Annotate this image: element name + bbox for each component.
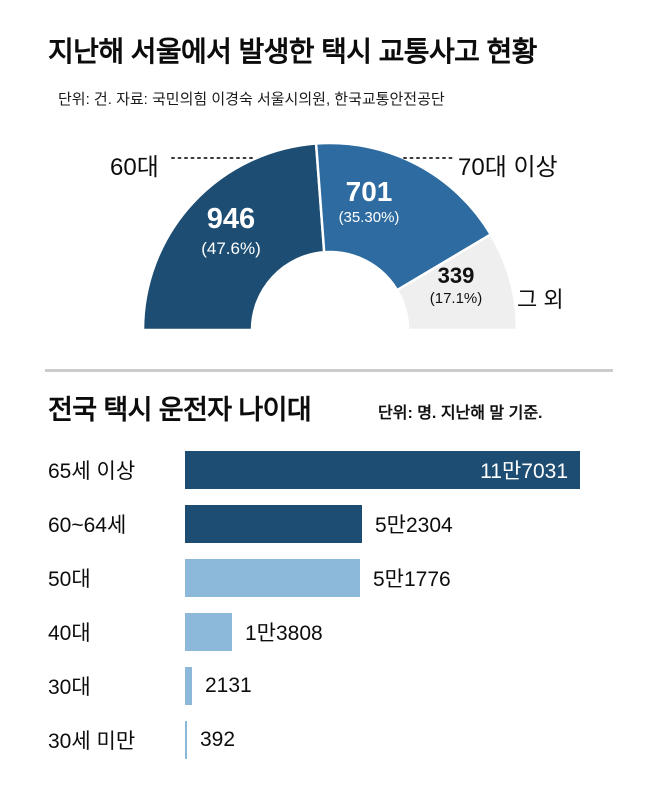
slice-label-60s: 60대 [110, 154, 159, 181]
bar-value-label: 5만2304 [375, 514, 453, 537]
bar-value-label: 392 [200, 728, 236, 751]
section-divider [45, 369, 613, 372]
bar [185, 667, 192, 705]
donut-slice-60s [141, 142, 326, 332]
bottom-chart-title: 전국 택시 운전자 나이대 [48, 395, 312, 425]
bar-category-label: 60~64세 [48, 514, 127, 537]
bar-category-label: 40대 [48, 622, 91, 645]
bar-row: 65세 이상 11만7031 [48, 451, 614, 489]
half-donut-chart [141, 141, 519, 332]
bar [185, 721, 187, 759]
bar-track: 392 [185, 721, 614, 759]
donut-slice-70s-plus [314, 141, 493, 292]
bar-value-label: 5만1776 [373, 568, 451, 591]
bar-category-label: 65세 이상 [48, 460, 136, 483]
bar-row: 40대 1만3808 [48, 613, 614, 651]
bar: 11만7031 [185, 451, 580, 489]
top-chart-title: 지난해 서울에서 발생한 택시 교통사고 현황 [48, 36, 537, 67]
bar-track: 5만2304 [185, 505, 614, 543]
slice-label-others: 그 외 [517, 287, 564, 312]
bottom-chart-unit-note: 단위: 명. 지난해 말 기준. [378, 405, 543, 422]
top-chart-source-note: 단위: 건. 자료: 국민의힘 이경숙 서울시의원, 한국교통안전공단 [58, 91, 445, 108]
bar-track: 1만3808 [185, 613, 614, 651]
slice-value-60s: 946 [206, 203, 256, 235]
bar [185, 559, 360, 597]
bar-value-label: 1만3808 [245, 622, 323, 645]
bar-track: 2131 [185, 667, 614, 705]
slice-percent-60s: (47.6%) [201, 239, 261, 258]
bar-row: 60~64세 5만2304 [48, 505, 614, 543]
slice-value-70s-plus: 701 [345, 176, 393, 207]
bar-category-label: 30대 [48, 676, 91, 699]
bar-row: 30세 미만 392 [48, 721, 614, 759]
bar-category-label: 50대 [48, 568, 91, 591]
bar [185, 505, 362, 543]
bar-track: 11만7031 [185, 451, 614, 489]
donut-slice-others [395, 233, 519, 332]
bar-value-label: 2131 [205, 674, 252, 697]
bar-value-label: 11만7031 [480, 460, 568, 483]
slice-percent-others: (17.1%) [429, 290, 483, 307]
bar-category-label: 30세 미만 [48, 730, 136, 753]
bar-row: 50대 5만1776 [48, 559, 614, 597]
bar [185, 613, 232, 651]
slice-label-70s-plus: 70대 이상 [458, 154, 558, 181]
bar-row: 30대 2131 [48, 667, 614, 705]
slice-value-others: 339 [437, 263, 475, 288]
slice-percent-70s-plus: (35.30%) [338, 209, 400, 226]
bar-chart: 65세 이상 11만7031 60~64세 5만2304 50대 5만1776 40대 1만3… [48, 451, 614, 775]
bar-track: 5만1776 [185, 559, 614, 597]
